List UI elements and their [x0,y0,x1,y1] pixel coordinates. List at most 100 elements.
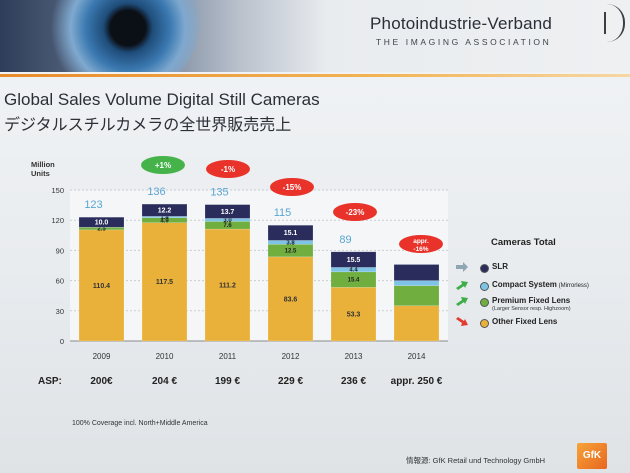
segment-label: 117.5 [156,279,173,286]
y-axis-unit: Units [31,169,50,178]
segment-label: 3.0 [223,218,232,224]
legend-title: Cameras Total [491,237,556,248]
change-badge [206,160,250,178]
x-tick-label: 2012 [282,352,300,361]
change-badge-label: appr. [413,238,429,245]
asp-value: 199 € [215,376,240,387]
change-badge-label: -15% [283,183,302,192]
x-tick-label: 2013 [345,352,363,361]
legend-label: SLR [492,262,508,271]
total-label: 123 [84,199,102,211]
bar-segment [393,305,440,342]
legend-item: SLR [455,261,625,275]
arrow-up-right-icon [456,297,468,306]
change-badge [333,203,377,221]
arrow-right-icon [456,262,468,272]
x-tick-label: 2009 [93,352,111,361]
legend-item: Other Fixed Lens [455,316,625,330]
segment-label: 2.5 [97,227,106,233]
bar-segment [141,203,188,217]
chart-title-japanese: デジタルスチルカメラの全世界販売売上 [4,117,292,134]
segment-label: 4.4 [349,268,358,274]
logo-mark-icon [597,4,625,42]
segment-label: 15.4 [348,278,360,284]
legend-swatch [480,282,489,291]
gfk-logo: GfK [577,443,607,469]
arrow-up-right-icon [456,281,468,290]
arrow-down-right-icon [456,317,468,326]
bar-segment [204,228,251,342]
bar-segment [330,251,377,268]
segment-label: 15.1 [284,230,298,237]
bar-segment [267,224,314,241]
asp-value: 236 € [341,376,366,387]
asp-value: appr. 250 € [391,376,443,387]
y-tick-label: 60 [56,277,64,286]
logo-tagline: THE IMAGING ASSOCIATION [376,37,552,47]
asp-value: 204 € [152,376,177,387]
segment-label: 15.5 [347,257,361,264]
change-badge [399,235,443,253]
change-badge-label: -16% [413,246,428,253]
legend-swatch [480,264,489,273]
segment-label: 3.8 [286,240,295,246]
segment-label: 13.7 [221,209,235,216]
bar-segment [393,285,440,307]
total-label: 89 [339,234,351,246]
eye-photo [0,0,330,72]
legend-label: Other Fixed Lens [492,317,558,326]
total-label: 136 [147,186,165,198]
legend-label: Compact System (Mirrorless) [492,280,589,289]
logo-name: Photoindustrie-Verband [370,14,553,33]
bar-segment [267,256,314,342]
coverage-note: 100% Coverage incl. North+Middle America [72,420,208,427]
chart-title: Global Sales Volume Digital Still Camera… [4,90,320,109]
y-tick-label: 30 [56,307,64,316]
asp-label: ASP: [38,376,62,387]
header-rule [0,74,630,77]
x-tick-label: 2011 [219,352,237,361]
legend-label: Premium Fixed Lens [492,296,571,305]
legend-note: (Larger Sensor resp. Highzoom) [492,306,571,312]
legend-item: Premium Fixed Lens (Larger Sensor resp. H… [455,295,625,312]
change-badge-label: -1% [221,165,235,174]
change-badge-label: -23% [346,208,365,217]
segment-label: 83.6 [284,296,298,303]
bar-segment [393,280,440,286]
total-label: 115 [274,207,292,219]
change-badge [270,178,314,196]
logo-mark-bar [604,12,606,34]
source-note: 情報源: GfK Retail und Technology GmbH [406,456,546,465]
change-badge [141,156,185,174]
x-tick-label: 2010 [156,352,174,361]
segment-label: 10.0 [95,220,109,227]
segment-label: 7.6 [223,223,232,229]
y-axis-unit: Million [31,160,55,169]
y-tick-label: 120 [51,216,64,225]
segment-label: 110.4 [93,283,110,290]
asp-value: 229 € [278,376,303,387]
legend-swatch [480,319,489,328]
bar-segment [78,216,125,228]
y-tick-label: 150 [51,186,64,195]
y-tick-label: 0 [60,337,64,346]
x-tick-label: 2014 [408,352,426,361]
segment-label: 12.5 [285,249,297,255]
segment-label: 53.3 [347,312,361,319]
segment-label: 4.9 [160,218,169,224]
asp-value: 200€ [90,376,113,387]
total-label: 135 [210,187,228,199]
segment-label: 12.2 [158,208,172,215]
change-badge-label: +1% [155,161,171,170]
segment-label: 111.2 [219,282,236,289]
bar-segment [330,271,377,288]
legend-item: Compact System (Mirrorless) [455,279,625,293]
legend-sublabel: (Mirrorless) [556,283,589,289]
plot-area [70,190,448,341]
bar-segment [141,222,188,342]
y-tick-label: 90 [56,246,64,255]
legend-swatch [480,298,489,307]
bar-segment [204,204,251,219]
